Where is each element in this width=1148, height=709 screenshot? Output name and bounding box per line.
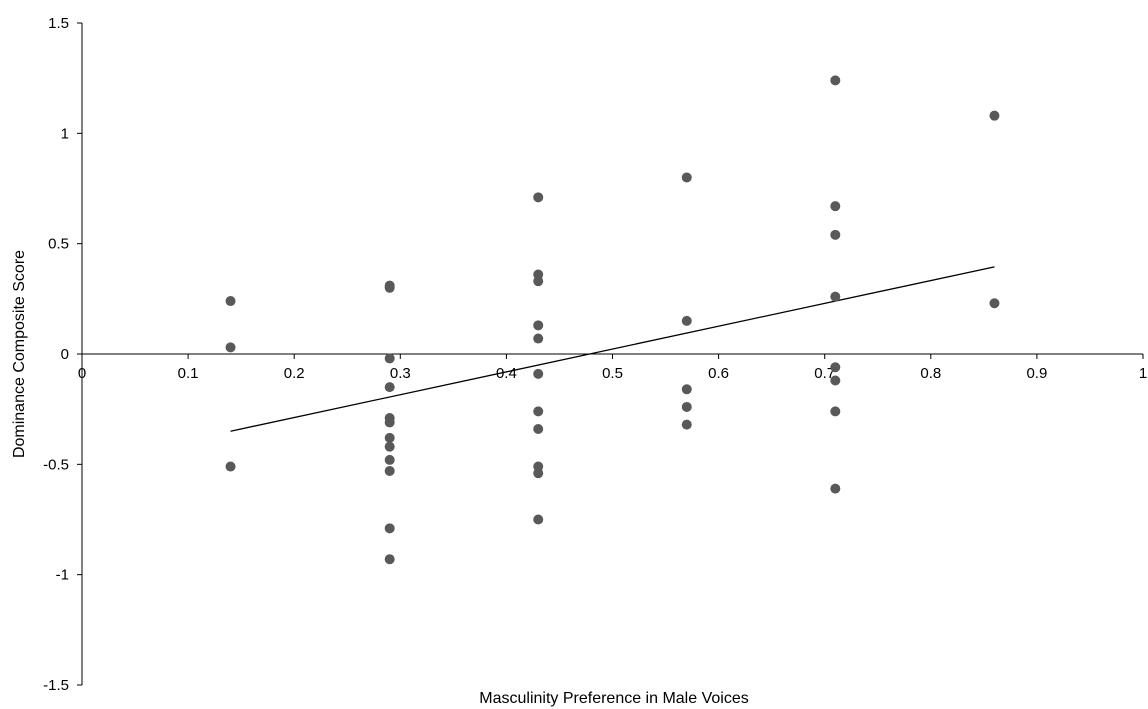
data-point bbox=[533, 192, 544, 203]
data-point bbox=[533, 514, 544, 525]
x-tick-label: 0.5 bbox=[602, 365, 623, 382]
data-point bbox=[384, 432, 395, 443]
data-point bbox=[681, 172, 692, 183]
trendline bbox=[230, 266, 995, 432]
x-tick-label: 0.2 bbox=[284, 365, 305, 382]
data-point bbox=[225, 296, 236, 307]
data-point bbox=[384, 465, 395, 476]
data-point bbox=[830, 75, 841, 86]
x-axis: 0 0.1 0.2 0.3 0.4 0.5 0.6 0.7 0.8 0.9 1 bbox=[78, 353, 1147, 382]
data-point bbox=[989, 110, 1000, 121]
x-tick-label: 0.1 bbox=[178, 365, 199, 382]
x-tick-label: 0.6 bbox=[708, 365, 729, 382]
x-tick-label: 1 bbox=[1139, 365, 1147, 382]
y-tick-label: 0.5 bbox=[48, 236, 69, 253]
x-tick-label: 0 bbox=[78, 365, 86, 382]
data-point bbox=[681, 419, 692, 430]
data-point bbox=[225, 342, 236, 353]
data-point bbox=[384, 441, 395, 452]
x-tick-label: 0.8 bbox=[920, 365, 941, 382]
data-point bbox=[384, 417, 395, 428]
data-point bbox=[533, 368, 544, 379]
data-point bbox=[533, 468, 544, 479]
data-point bbox=[225, 461, 236, 472]
data-point bbox=[384, 523, 395, 534]
data-point bbox=[384, 554, 395, 565]
x-axis-label: Masculinity Preference in Male Voices bbox=[479, 690, 748, 707]
data-point bbox=[384, 282, 395, 293]
data-points bbox=[225, 75, 1000, 565]
data-point bbox=[830, 406, 841, 417]
data-point bbox=[533, 276, 544, 287]
data-point bbox=[830, 201, 841, 212]
data-point bbox=[384, 353, 395, 364]
data-point bbox=[830, 362, 841, 373]
data-point bbox=[533, 424, 544, 435]
x-tick-label: 0.4 bbox=[496, 365, 517, 382]
data-point bbox=[384, 382, 395, 393]
y-tick-label: 0 bbox=[61, 346, 69, 363]
data-point bbox=[533, 406, 544, 417]
data-point bbox=[681, 315, 692, 326]
y-axis-label: Dominance Composite Score bbox=[11, 250, 28, 458]
x-tick-label: 0.3 bbox=[390, 365, 411, 382]
data-point bbox=[830, 229, 841, 240]
y-axis: 1.5 1 0.5 0 -0.5 -1 -1.5 bbox=[43, 15, 83, 694]
x-tick-label: 0.7 bbox=[814, 365, 835, 382]
y-tick-label: -0.5 bbox=[43, 456, 69, 473]
data-point bbox=[533, 320, 544, 331]
data-point bbox=[681, 401, 692, 412]
data-point bbox=[830, 375, 841, 386]
y-tick-label: 1.5 bbox=[48, 15, 69, 32]
trendline-group bbox=[230, 266, 995, 432]
data-point bbox=[384, 454, 395, 465]
y-tick-label: 1 bbox=[61, 125, 69, 142]
x-tick-label: 0.9 bbox=[1026, 365, 1047, 382]
data-point bbox=[681, 384, 692, 395]
data-point bbox=[989, 298, 1000, 309]
y-tick-label: -1.5 bbox=[43, 677, 69, 694]
y-tick-label: -1 bbox=[56, 567, 69, 584]
data-point bbox=[533, 333, 544, 344]
data-point bbox=[830, 291, 841, 302]
data-point bbox=[830, 483, 841, 494]
